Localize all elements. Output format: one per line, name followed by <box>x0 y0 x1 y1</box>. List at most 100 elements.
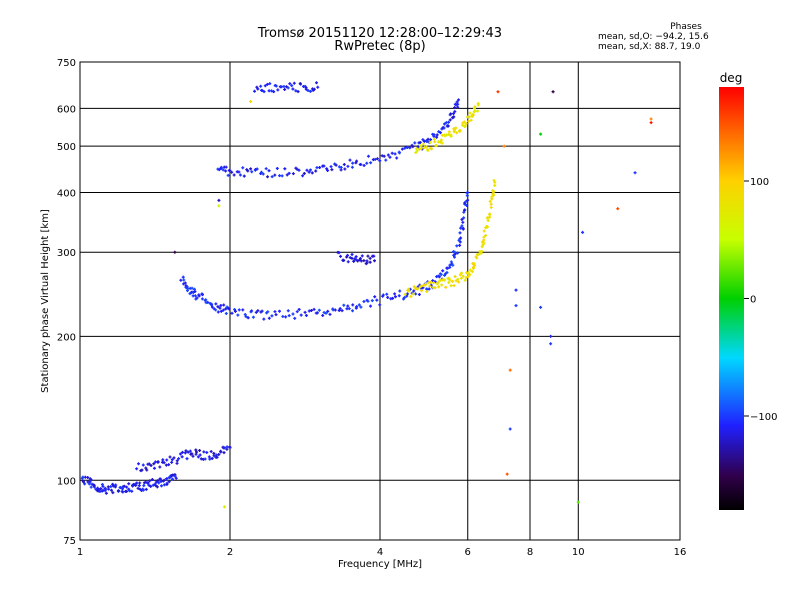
echo-point <box>354 161 358 165</box>
scatter-point <box>223 505 227 509</box>
echo-point <box>454 279 458 283</box>
echo-point <box>416 287 420 291</box>
echo-point <box>170 477 174 481</box>
echo-point <box>203 457 207 461</box>
echo-point <box>466 190 470 194</box>
echo-point <box>173 474 177 478</box>
scatter-point <box>581 230 585 234</box>
echo-point <box>441 269 445 273</box>
colorbar-tick-label: −100 <box>750 412 777 423</box>
echo-point <box>262 90 266 94</box>
echo-point <box>417 147 421 151</box>
echo-point <box>369 304 373 308</box>
echo-point <box>337 308 341 312</box>
echo-point <box>140 468 144 472</box>
echo-point <box>175 459 179 463</box>
plot-frame <box>79 61 681 541</box>
echo-point <box>368 260 372 264</box>
colorbar <box>719 87 744 510</box>
echo-point <box>346 260 350 264</box>
echo-point <box>281 315 285 319</box>
echo-point <box>339 165 343 169</box>
echo-point <box>230 170 234 174</box>
echo-point <box>439 140 443 144</box>
echo-point <box>463 278 467 282</box>
scatter-point <box>514 304 518 308</box>
echo-point <box>446 124 450 128</box>
echo-point <box>463 124 467 128</box>
echo-point <box>452 284 456 288</box>
echo-point <box>185 289 189 293</box>
echo-point <box>480 249 484 253</box>
y-tick-label: 200 <box>57 332 76 343</box>
echo-point <box>378 303 382 307</box>
echo-point <box>346 304 350 308</box>
echo-point <box>369 161 373 165</box>
echo-point <box>210 302 214 306</box>
echo-point <box>485 225 489 229</box>
echo-point <box>475 253 479 257</box>
echo-point <box>219 450 223 454</box>
echo-point <box>355 159 359 163</box>
echo-point <box>386 153 390 157</box>
echo-point <box>144 487 148 491</box>
echo-point <box>471 113 475 117</box>
echo-point <box>175 461 179 465</box>
echo-point <box>460 217 464 221</box>
echo-point <box>285 173 289 177</box>
echo-point <box>470 270 474 274</box>
y-tick-label: 75 <box>63 536 76 547</box>
echo-point <box>347 307 351 311</box>
echo-point <box>431 281 435 285</box>
echo-point <box>492 193 496 197</box>
x-tick-label: 4 <box>377 547 383 558</box>
echo-point <box>350 165 354 169</box>
echo-point <box>83 482 87 486</box>
echo-point <box>224 312 228 316</box>
echo-point <box>322 310 326 314</box>
echo-point <box>287 171 291 175</box>
echo-point <box>322 164 326 168</box>
echo-point <box>415 147 419 151</box>
echo-point <box>420 289 424 293</box>
echo-point <box>462 216 466 220</box>
echo-point <box>315 166 319 170</box>
echo-point <box>473 105 477 109</box>
scatter-point <box>217 204 221 208</box>
echo-point <box>193 294 197 298</box>
echo-point <box>460 224 464 228</box>
echo-point <box>412 285 416 289</box>
echo-point <box>489 202 493 206</box>
echo-point <box>393 292 397 296</box>
echo-point <box>165 458 169 462</box>
y-tick-label: 750 <box>57 58 76 69</box>
echo-point <box>114 483 118 487</box>
echo-point <box>386 295 390 299</box>
echo-point <box>324 311 328 315</box>
echo-point <box>283 87 287 91</box>
echo-point <box>272 90 276 94</box>
echo-point <box>314 169 318 173</box>
echo-point <box>444 285 448 289</box>
echo-point <box>216 305 220 309</box>
echo-point <box>224 165 228 169</box>
echo-point <box>135 467 139 471</box>
echo-point <box>493 183 497 187</box>
echo-point <box>337 251 341 255</box>
echo-point <box>147 483 151 487</box>
echo-point <box>304 313 308 317</box>
echo-point <box>262 317 266 321</box>
echo-point <box>267 169 271 173</box>
echo-point <box>476 109 480 113</box>
echo-point <box>461 274 465 278</box>
echo-point <box>233 309 237 313</box>
echo-point <box>373 259 377 263</box>
echo-point <box>221 168 225 172</box>
echo-point <box>458 243 462 247</box>
echo-point <box>250 170 254 174</box>
echo-point <box>216 310 220 314</box>
echo-point <box>442 126 446 130</box>
scatter-point <box>549 334 553 338</box>
echo-point <box>490 195 494 199</box>
echo-point <box>270 314 274 318</box>
